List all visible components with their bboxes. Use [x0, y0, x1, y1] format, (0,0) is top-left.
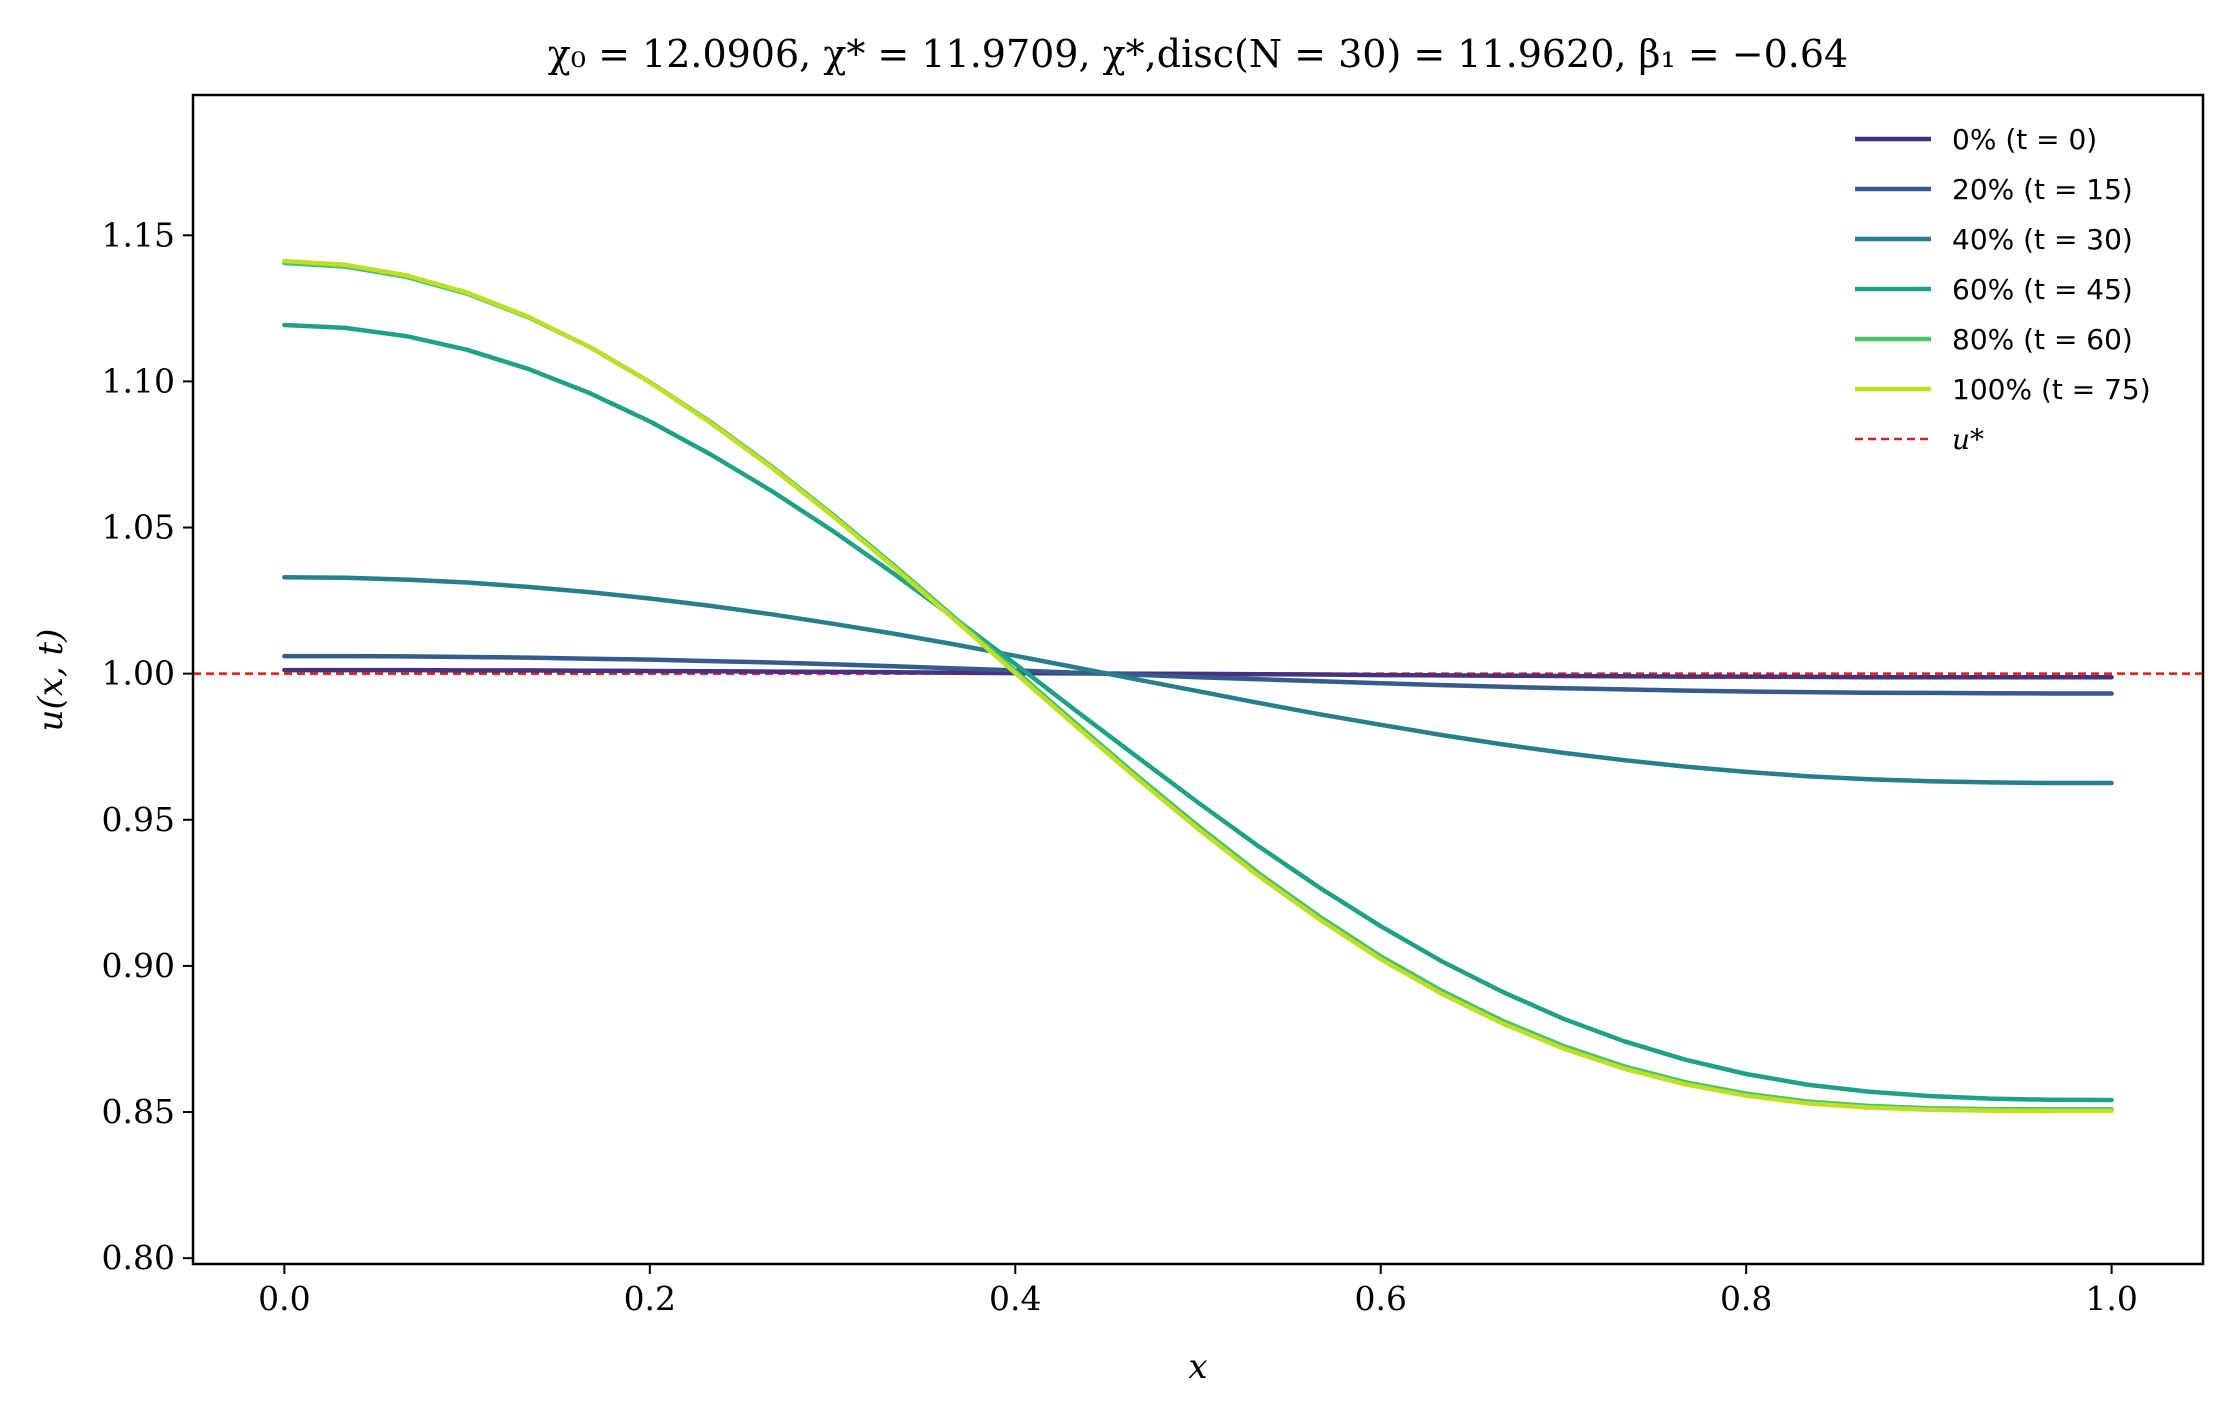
- legend-label-1: 20% (t = 15): [1952, 173, 2133, 206]
- plot-frame: [191, 93, 2205, 1266]
- y-tick-label: 1.15: [102, 215, 175, 254]
- y-axis-label: u(x, t): [31, 629, 71, 732]
- series-line-3: [282, 322, 2114, 1103]
- y-tick-label: 0.85: [102, 1092, 175, 1131]
- series-line-0: [282, 667, 2114, 680]
- x-tick-label: 1.0: [2085, 1279, 2137, 1318]
- y-tick-label: 0.80: [102, 1238, 175, 1277]
- x-tick-label: 0.0: [258, 1279, 310, 1318]
- x-axis-label: x: [1188, 1347, 1207, 1387]
- legend-label-5: 100% (t = 75): [1952, 373, 2151, 406]
- y-tick-label: 1.00: [102, 654, 175, 693]
- x-tick-label: 0.8: [1720, 1279, 1772, 1318]
- y-tick-label: 1.10: [102, 361, 175, 400]
- series-line-4: [282, 260, 2114, 1112]
- y-tick-label: 0.95: [102, 800, 175, 839]
- series-line-2: [282, 574, 2114, 786]
- legend-label-4: 80% (t = 60): [1952, 323, 2133, 356]
- x-tick-label: 0.2: [624, 1279, 676, 1318]
- y-tick-label: 0.90: [102, 946, 175, 985]
- series-line-1: [282, 653, 2114, 696]
- legend-label-0: 0% (t = 0): [1952, 123, 2097, 156]
- chart-title: χ₀ = 12.0906, χ* = 11.9709, χ*,disc(N = …: [548, 32, 1848, 76]
- legend-label-3: 60% (t = 45): [1952, 273, 2133, 306]
- x-tick-label: 0.6: [1354, 1279, 1406, 1318]
- x-axis: 0.0 0.2 0.4 0.6 0.8 1.0: [258, 1264, 2138, 1318]
- x-tick-label: 0.4: [989, 1279, 1041, 1318]
- series-lines: [193, 258, 2203, 1114]
- y-tick-label: 1.05: [102, 508, 175, 547]
- y-axis: 0.80 0.85 0.90 0.95 1.00 1.05 1.10 1.15: [102, 215, 193, 1277]
- legend-label-reference: u*: [1952, 423, 1984, 456]
- legend-label-2: 40% (t = 30): [1952, 223, 2133, 256]
- series-line-5: [282, 258, 2114, 1114]
- legend: 0% (t = 0) 20% (t = 15) 40% (t = 30) 60% (t…: [1855, 123, 2151, 456]
